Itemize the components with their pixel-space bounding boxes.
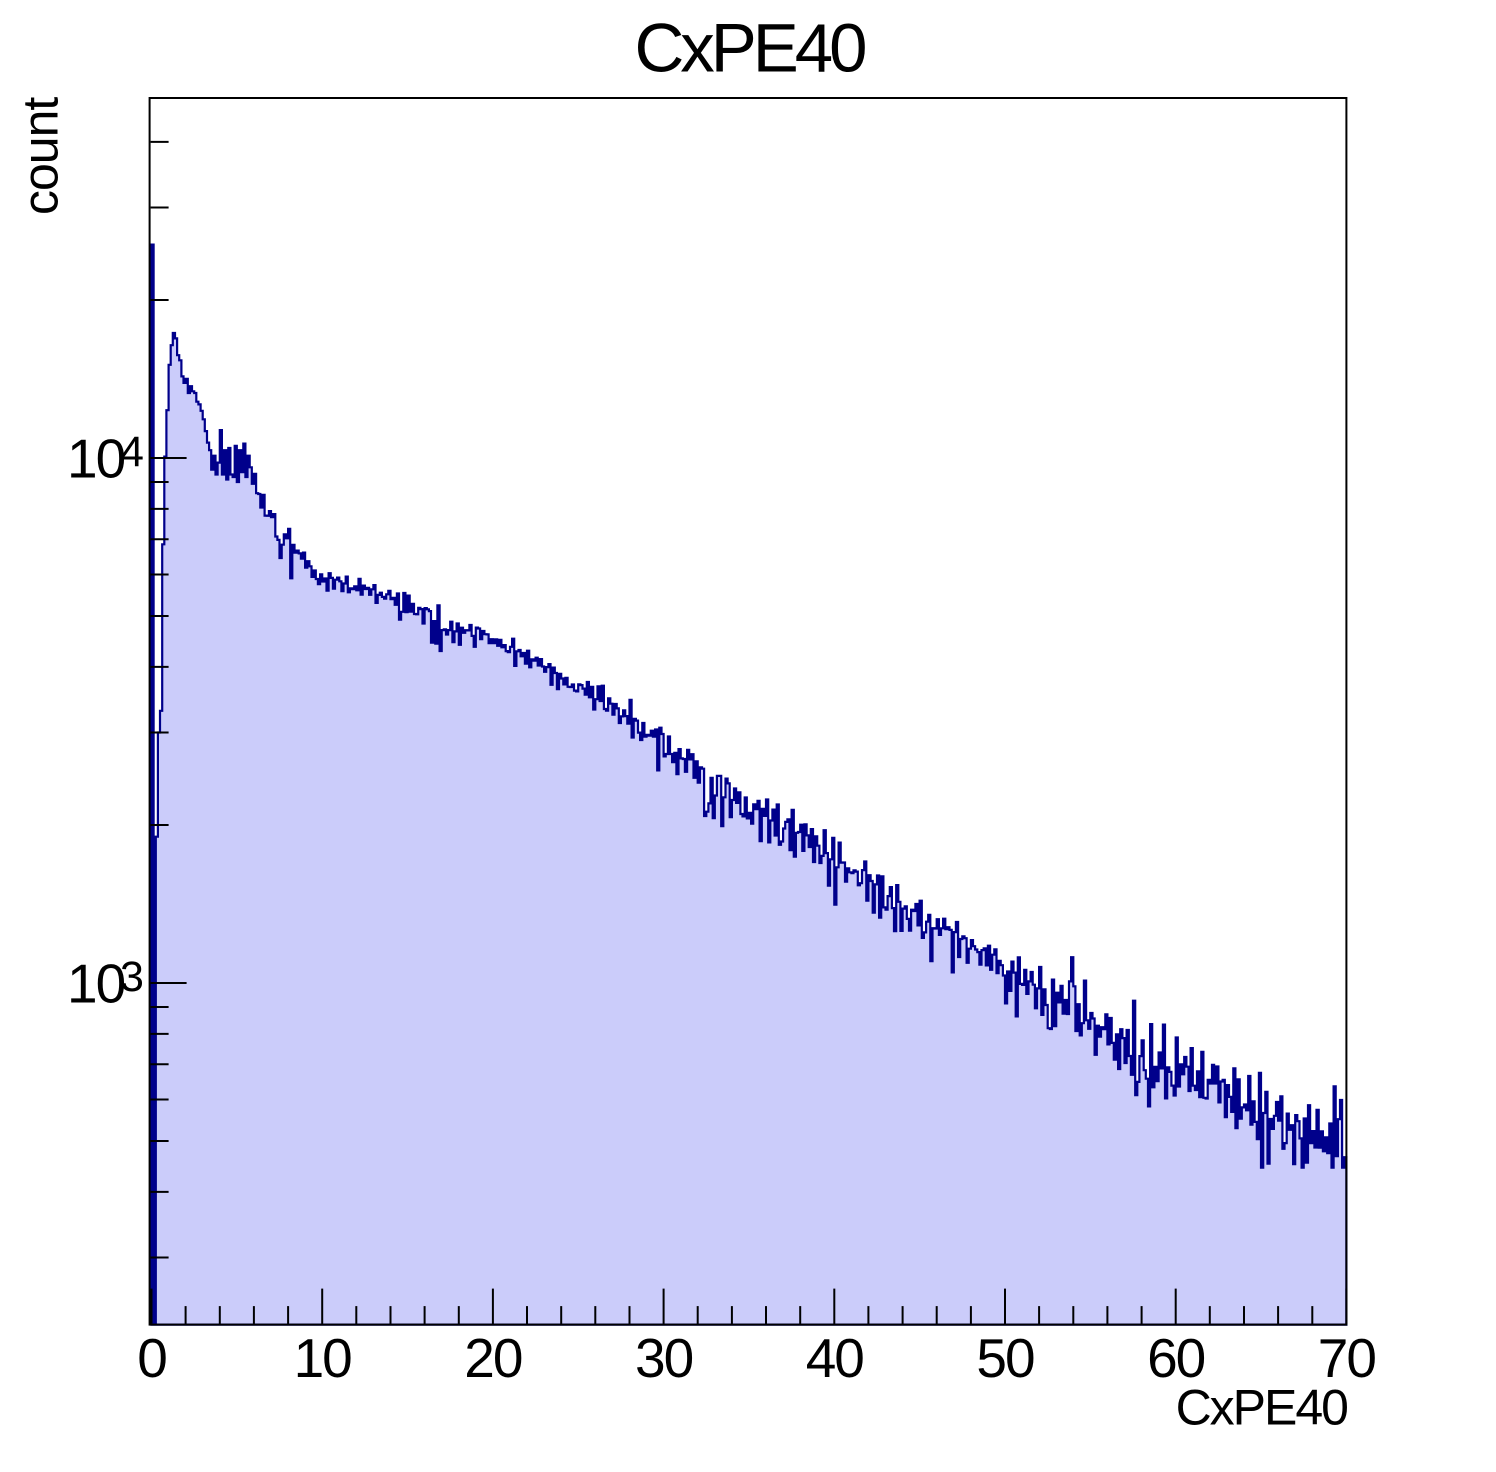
svg-text:70: 70	[1318, 1327, 1376, 1389]
svg-text:10: 10	[67, 428, 125, 490]
svg-text:40: 40	[806, 1327, 864, 1389]
svg-text:50: 50	[976, 1327, 1034, 1389]
svg-text:60: 60	[1147, 1327, 1205, 1389]
svg-text:10: 10	[67, 953, 125, 1015]
svg-text:0: 0	[137, 1327, 166, 1389]
svg-text:count: count	[13, 97, 69, 215]
svg-text:CxPE40: CxPE40	[634, 10, 865, 87]
svg-text:4: 4	[120, 428, 143, 476]
svg-text:30: 30	[635, 1327, 693, 1389]
svg-text:10: 10	[294, 1327, 352, 1389]
svg-text:3: 3	[120, 953, 143, 1001]
svg-text:20: 20	[464, 1327, 522, 1389]
svg-text:CxPE40: CxPE40	[1176, 1380, 1348, 1436]
